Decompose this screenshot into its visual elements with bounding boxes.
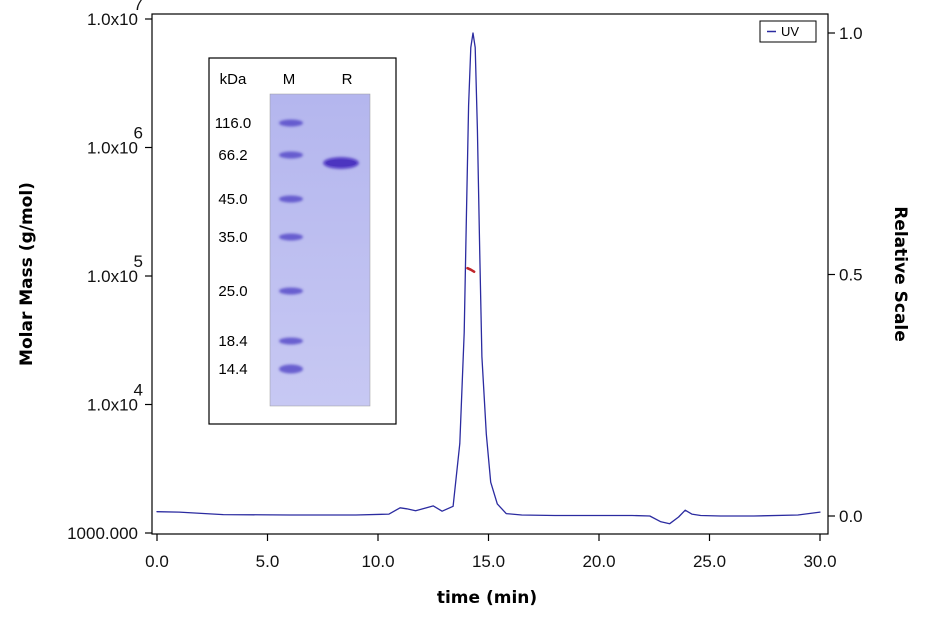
x-tick-label: 20.0 bbox=[582, 552, 615, 571]
x-tick-label: 25.0 bbox=[693, 552, 726, 571]
left-tick-exponent: 4 bbox=[134, 381, 143, 400]
gel-marker-label: 35.0 bbox=[218, 229, 247, 246]
gel-marker-band bbox=[279, 151, 303, 159]
gel-sample-band-core bbox=[326, 159, 356, 167]
right-tick-label: 0.0 bbox=[839, 507, 863, 526]
right-tick-label: 1.0 bbox=[839, 24, 863, 43]
legend-label-uv: UV bbox=[781, 24, 799, 39]
x-axis-title: time (min) bbox=[437, 588, 537, 608]
y-axis-title: Molar Mass (g/mol) bbox=[17, 182, 37, 366]
left-tick-label: 1000.000 bbox=[67, 524, 138, 543]
left-tick-exponent: 6 bbox=[134, 124, 143, 143]
left-tick-exponent: 5 bbox=[134, 252, 143, 271]
x-tick-label: 0.0 bbox=[145, 552, 169, 571]
x-tick-label: 15.0 bbox=[472, 552, 505, 571]
left-tick-exponent: 7 bbox=[134, 0, 143, 14]
right-axis: 0.0 0.5 1.0 bbox=[828, 24, 863, 526]
x-axis: 0.0 5.0 10.0 15.0 20.0 25.0 30.0 bbox=[145, 534, 837, 571]
gel-image bbox=[269, 93, 371, 407]
series-layer bbox=[156, 32, 821, 525]
gel-marker-band bbox=[279, 337, 303, 345]
gel-header-kda: kDa bbox=[220, 71, 247, 88]
gel-marker-band bbox=[279, 364, 303, 374]
gel-marker-label: 116.0 bbox=[215, 115, 251, 132]
gel-marker-band bbox=[279, 233, 303, 241]
gel-marker-band bbox=[279, 287, 303, 295]
gel-marker-label: 45.0 bbox=[218, 191, 247, 208]
left-tick-label: 1.0x10 bbox=[87, 267, 138, 286]
gel-marker-label: 14.4 bbox=[218, 361, 247, 378]
gel-marker-label: 66.2 bbox=[218, 147, 247, 164]
right-tick-label: 0.5 bbox=[839, 266, 863, 285]
series-line-molar-mass bbox=[466, 266, 476, 273]
x-tick-label: 10.0 bbox=[361, 552, 394, 571]
series-line-uv bbox=[156, 32, 821, 525]
y2-axis-title: Relative Scale bbox=[890, 206, 910, 342]
left-tick-label: 1.0x10 bbox=[87, 10, 138, 29]
gel-header-m: M bbox=[283, 71, 296, 88]
gel-marker-label: 18.4 bbox=[218, 333, 247, 350]
gel-marker-band bbox=[279, 119, 303, 127]
legend-box bbox=[759, 20, 817, 43]
legend: UV bbox=[759, 20, 817, 43]
x-tick-label: 30.0 bbox=[803, 552, 836, 571]
gel-marker-label: 25.0 bbox=[218, 283, 247, 300]
left-tick-label: 1.0x10 bbox=[87, 139, 138, 158]
gel-header-r: R bbox=[342, 71, 353, 88]
gel-marker-band bbox=[279, 195, 303, 203]
left-tick-label: 1.0x10 bbox=[87, 396, 138, 415]
inset-gel: kDa M R 116.0 66.2 45.0 35.0 25.0 18.4 14.4 bbox=[208, 57, 397, 425]
x-tick-label: 5.0 bbox=[256, 552, 280, 571]
